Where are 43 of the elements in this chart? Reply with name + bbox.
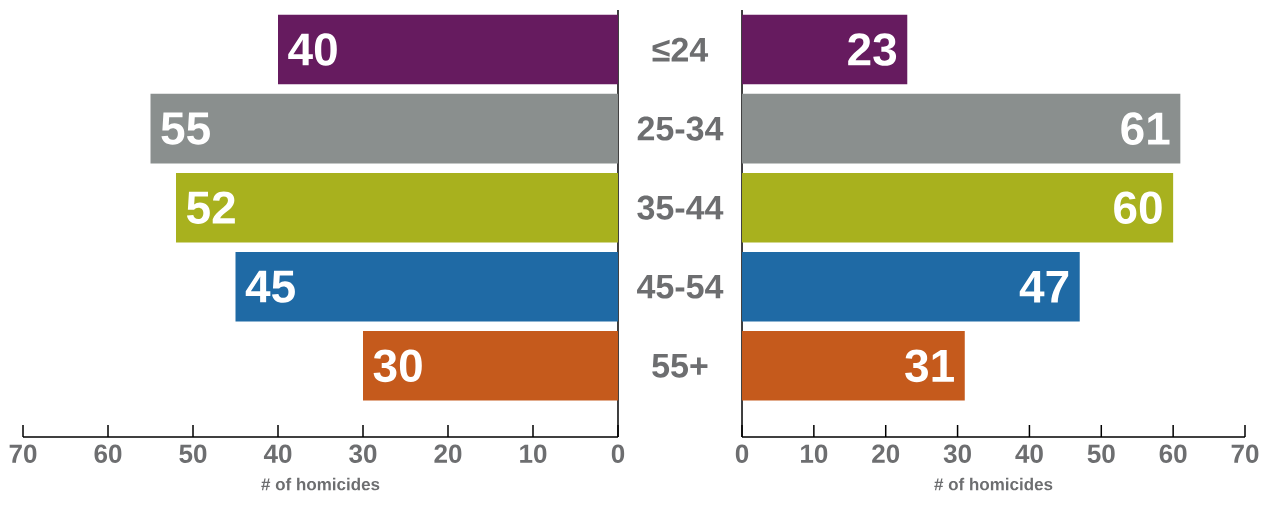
data-label: 52 (186, 191, 235, 224)
bar (742, 251, 1080, 322)
data-label: 55 (161, 112, 210, 145)
bar (235, 251, 618, 322)
y-tick-label: 55+ (652, 353, 708, 378)
x-tick-label: 70 (1231, 444, 1259, 463)
bar (150, 93, 618, 164)
bar (742, 93, 1181, 164)
x-axis-title: # of homicides (934, 477, 1053, 491)
bar (742, 172, 1174, 243)
y-tick-label: ≤24 (652, 37, 709, 62)
bar (742, 331, 965, 401)
y-tick-label: 45-54 (637, 274, 724, 299)
y-tick-label: 35-44 (637, 195, 724, 220)
x-tick-label: 70 (9, 444, 37, 463)
x-tick-label: 40 (263, 444, 292, 463)
data-label: 23 (848, 33, 897, 66)
y-tick-label: 25-34 (637, 116, 724, 141)
x-tick-label: 20 (872, 444, 900, 463)
bar (363, 331, 618, 401)
x-tick-label: 30 (943, 444, 971, 463)
x-tick-label: 60 (94, 444, 122, 463)
x-tick-label: 0 (611, 444, 625, 463)
bar (742, 14, 908, 85)
x-tick-label: 60 (1159, 444, 1187, 463)
x-tick-label: 50 (179, 444, 207, 463)
x-axis-title: # of homicides (261, 477, 380, 491)
data-label: 31 (905, 349, 954, 383)
bar (176, 172, 618, 243)
data-label: 30 (373, 349, 422, 383)
data-label: 60 (1114, 191, 1162, 224)
x-tick-label: 40 (1015, 444, 1043, 463)
data-label: 40 (288, 33, 337, 66)
x-tick-label: 30 (349, 444, 377, 463)
data-label: 45 (245, 270, 295, 303)
data-label: 61 (1121, 112, 1170, 145)
x-tick-label: 20 (434, 444, 462, 463)
data-label: 47 (1019, 270, 1069, 303)
x-tick-label: 0 (735, 444, 749, 463)
x-tick-label: 50 (1087, 444, 1115, 463)
x-tick-label: 10 (801, 444, 828, 463)
x-tick-label: 10 (520, 444, 547, 463)
bar (278, 14, 618, 85)
